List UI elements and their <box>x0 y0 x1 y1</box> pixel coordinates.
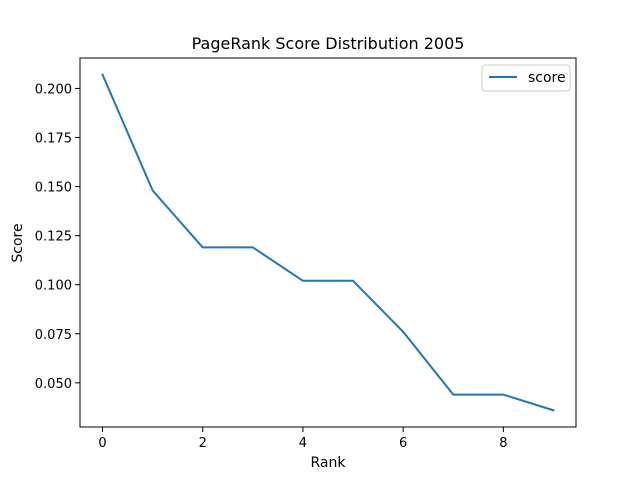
x-axis-ticks: 0 2 4 6 8 <box>98 427 507 451</box>
y-tick-label: 0.100 <box>35 279 72 294</box>
x-tick-label: 4 <box>299 436 307 451</box>
y-axis-label: Score <box>10 223 26 262</box>
y-tick-label: 0.125 <box>35 230 72 245</box>
y-tick-label: 0.175 <box>35 131 72 146</box>
series-line-0 <box>101 73 555 412</box>
x-tick-label: 0 <box>98 436 106 451</box>
x-axis-label: Rank <box>311 455 347 471</box>
legend: score <box>481 64 571 92</box>
legend-label: score <box>528 70 566 86</box>
y-tick-label: 0.075 <box>35 328 72 343</box>
x-tick-label: 2 <box>199 436 207 451</box>
x-tick-label: 6 <box>399 436 407 451</box>
x-tick-label: 8 <box>499 436 507 451</box>
y-tick-label: 0.050 <box>35 377 72 392</box>
y-axis-ticks: 0.050 0.075 0.100 0.125 0.150 0.175 0.200 <box>35 82 80 392</box>
y-tick-label: 0.200 <box>35 82 72 97</box>
axes-frame <box>79 57 577 428</box>
y-tick-label: 0.150 <box>35 181 72 196</box>
legend-box <box>481 64 571 92</box>
chart-title: PageRank Score Distribution 2005 <box>192 34 465 53</box>
plot-area <box>101 73 555 412</box>
